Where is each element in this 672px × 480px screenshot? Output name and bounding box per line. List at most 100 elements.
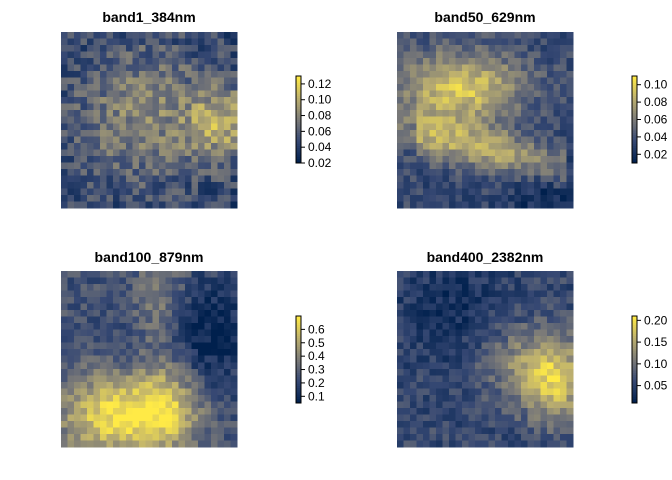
- raster-cell: [178, 97, 186, 105]
- raster-cell: [462, 71, 470, 79]
- raster-cell: [106, 394, 114, 402]
- raster-cell: [559, 188, 567, 196]
- colorbar-segment: [632, 379, 637, 382]
- raster-cell: [488, 90, 496, 98]
- raster-cell: [184, 414, 192, 422]
- raster-cell: [132, 162, 140, 170]
- raster-cell: [397, 38, 404, 46]
- raster-cell: [171, 271, 179, 278]
- raster-cell: [540, 45, 548, 52]
- raster-cell: [410, 64, 417, 72]
- raster-cell: [80, 329, 88, 337]
- raster-cell: [171, 123, 179, 131]
- raster-cell: [546, 97, 554, 105]
- raster-cell: [191, 355, 199, 363]
- raster-cell: [481, 142, 489, 150]
- raster-cell: [165, 407, 173, 415]
- raster-cell: [475, 362, 483, 370]
- raster-cell: [165, 45, 173, 52]
- raster-cell: [455, 349, 463, 357]
- raster-cell: [223, 310, 231, 318]
- raster-cell: [416, 329, 424, 337]
- colorbar-segment: [296, 331, 301, 334]
- raster-cell: [126, 284, 134, 291]
- raster-cell: [410, 271, 417, 278]
- raster-cell: [397, 181, 404, 189]
- raster-cell: [210, 32, 218, 39]
- colorbar-segment: [632, 320, 637, 323]
- raster-cell: [397, 149, 404, 157]
- raster-cell: [113, 188, 121, 196]
- raster-cell: [67, 45, 75, 52]
- raster-cell: [501, 355, 509, 363]
- colorbar-segment: [296, 160, 301, 164]
- colorbar-segment: [632, 117, 637, 120]
- raster-cell: [61, 342, 68, 350]
- raster-cell: [217, 407, 225, 415]
- raster-cell: [139, 375, 147, 383]
- raster-cell: [533, 342, 541, 350]
- raster-cell: [184, 342, 192, 350]
- raster-cell: [455, 316, 463, 324]
- raster-cell: [210, 342, 218, 350]
- raster-cell: [416, 440, 424, 448]
- raster-cell: [67, 123, 75, 131]
- raster-cell: [410, 375, 417, 383]
- raster-cell: [87, 181, 94, 189]
- raster-cell: [507, 329, 515, 337]
- raster-cell: [546, 394, 554, 402]
- raster-cell: [197, 90, 205, 98]
- raster-cell: [540, 123, 548, 131]
- raster-cell: [403, 162, 411, 170]
- raster-cell: [100, 32, 108, 39]
- raster-cell: [475, 155, 483, 163]
- raster-cell: [132, 394, 140, 402]
- raster-cell: [158, 181, 166, 189]
- raster-cell: [139, 110, 147, 118]
- raster-cell: [455, 375, 463, 383]
- raster-cell: [436, 123, 444, 131]
- raster-cell: [119, 323, 127, 331]
- raster-cell: [80, 420, 88, 428]
- raster-cell: [540, 110, 548, 118]
- raster-cell: [80, 71, 88, 79]
- raster-cell: [178, 420, 186, 428]
- raster-cell: [462, 149, 470, 157]
- raster-cell: [210, 303, 218, 311]
- raster-cell: [475, 440, 483, 448]
- raster-cell: [520, 329, 528, 337]
- raster-cell: [119, 290, 127, 298]
- raster-cell: [191, 142, 199, 150]
- raster-cell: [436, 175, 444, 183]
- raster-cell: [559, 142, 567, 150]
- colorbar-segment: [632, 370, 637, 373]
- raster-cell: [165, 303, 173, 311]
- raster-cell: [74, 342, 81, 350]
- raster-cell: [113, 368, 121, 376]
- raster-cell: [533, 103, 541, 111]
- raster-cell: [126, 58, 134, 65]
- raster-cell: [165, 329, 173, 337]
- raster-cell: [494, 116, 502, 124]
- raster-cell: [559, 181, 567, 189]
- raster-cell: [520, 136, 528, 144]
- raster-cell: [527, 362, 535, 370]
- raster-cell: [566, 349, 574, 357]
- raster-cell: [230, 129, 238, 137]
- colorbar-segment: [296, 394, 301, 397]
- raster-cell: [559, 394, 567, 402]
- raster-cell: [533, 110, 541, 118]
- raster-cell: [223, 355, 231, 363]
- raster-cell: [462, 420, 470, 428]
- raster-cell: [481, 427, 489, 435]
- raster-cell: [566, 329, 574, 337]
- raster-cell: [210, 64, 218, 72]
- colorbar-segment: [296, 123, 301, 127]
- raster-cell: [468, 375, 476, 383]
- raster-cell: [67, 297, 75, 304]
- raster-cell: [152, 51, 160, 59]
- raster-cell: [449, 375, 457, 383]
- raster-cell: [566, 394, 574, 402]
- raster-cell: [507, 394, 515, 402]
- raster-cell: [197, 129, 205, 137]
